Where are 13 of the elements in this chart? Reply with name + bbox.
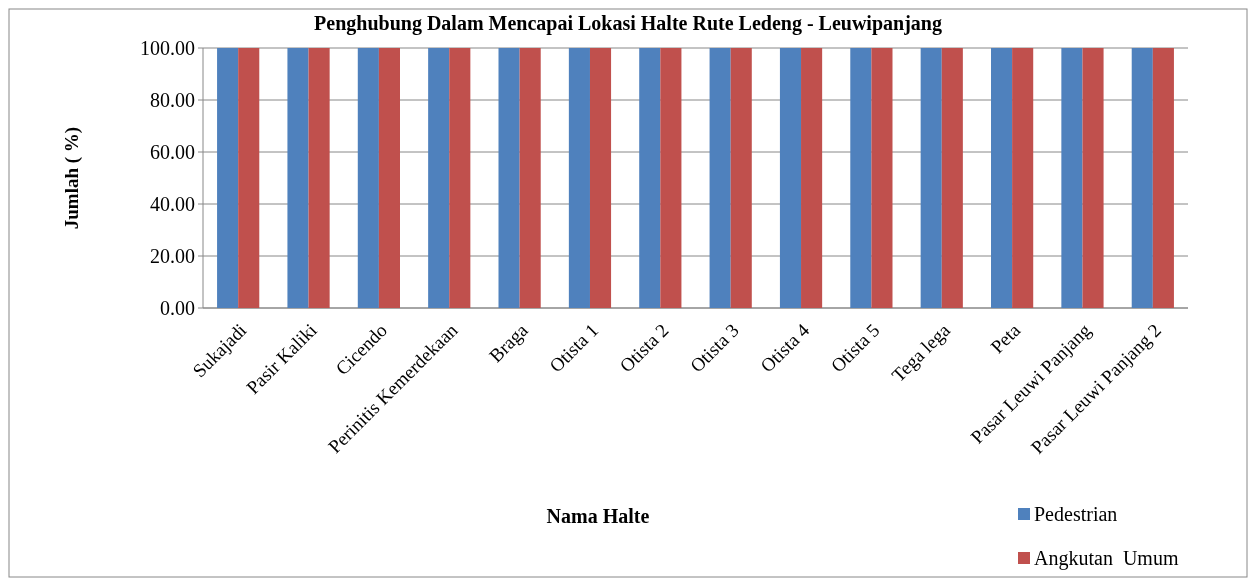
legend-label: Pedestrian: [1034, 503, 1118, 525]
y-tick-label: 100.00: [140, 37, 195, 59]
y-tick-label: 80.00: [150, 89, 195, 111]
y-axis-title: Jumlah ( %): [61, 126, 83, 230]
y-tick-label: 40.00: [150, 193, 195, 215]
x-axis-title: Nama Halte: [546, 505, 650, 527]
x-tick-label: Peta: [986, 318, 1025, 358]
chart-title: Penghubung Dalam Mencapai Lokasi Halte Rute Ledeng - Leuwipanjang: [314, 12, 942, 35]
x-tick-label: Tega lega: [887, 318, 955, 386]
legend-label: Angkutan Umum: [1034, 547, 1179, 570]
y-tick-label: 20.00: [150, 245, 195, 267]
y-tick-label: 60.00: [150, 141, 195, 163]
y-tick-label: 0.00: [160, 297, 195, 319]
